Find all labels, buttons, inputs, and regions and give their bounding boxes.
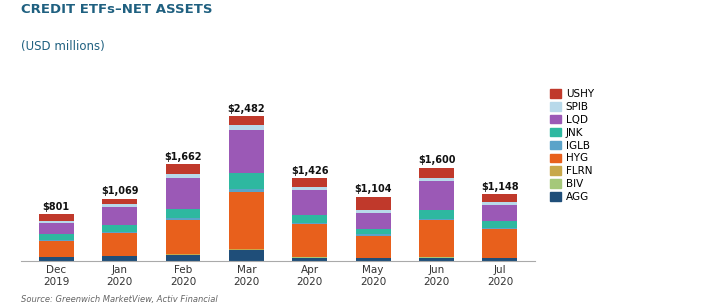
Bar — [356, 236, 391, 258]
Bar — [39, 235, 73, 240]
Bar — [419, 178, 454, 181]
Bar — [483, 194, 518, 202]
Bar — [102, 199, 137, 204]
Bar — [102, 233, 137, 256]
Bar — [483, 258, 518, 261]
Bar — [356, 258, 391, 261]
Text: $2,482: $2,482 — [227, 104, 265, 114]
Bar — [356, 210, 391, 213]
Text: CREDIT ETFs–NET ASSETS: CREDIT ETFs–NET ASSETS — [21, 3, 213, 16]
Bar — [292, 215, 327, 223]
Bar — [165, 254, 200, 255]
Text: Source: Greenwich MarketView, Activ Financial: Source: Greenwich MarketView, Activ Fina… — [21, 295, 218, 304]
Text: $1,662: $1,662 — [164, 152, 202, 162]
Text: $801: $801 — [43, 202, 70, 212]
Bar — [165, 220, 200, 254]
Bar — [292, 178, 327, 187]
Bar — [419, 220, 454, 257]
Bar — [292, 191, 327, 215]
Bar — [165, 209, 200, 218]
Bar — [292, 258, 327, 261]
Bar — [229, 192, 264, 249]
Bar — [356, 234, 391, 236]
Text: (USD millions): (USD millions) — [21, 40, 105, 53]
Bar — [356, 229, 391, 234]
Bar — [165, 218, 200, 220]
Bar — [165, 174, 200, 178]
Legend: USHY, SPIB, LQD, JNK, IGLB, HYG, FLRN, BIV, AGG: USHY, SPIB, LQD, JNK, IGLB, HYG, FLRN, B… — [550, 89, 594, 202]
Bar — [229, 116, 264, 125]
Bar — [292, 223, 327, 224]
Bar — [102, 225, 137, 231]
Bar — [229, 173, 264, 189]
Text: $1,600: $1,600 — [418, 155, 456, 165]
Bar — [419, 181, 454, 210]
Bar — [483, 229, 518, 258]
Bar — [483, 205, 518, 221]
Bar — [229, 250, 264, 251]
Text: $1,069: $1,069 — [101, 186, 138, 196]
Bar — [102, 204, 137, 207]
Bar — [229, 130, 264, 173]
Bar — [292, 224, 327, 257]
Bar — [483, 202, 518, 205]
Bar — [39, 223, 73, 235]
Bar — [356, 213, 391, 229]
Bar — [419, 258, 454, 261]
Text: $1,426: $1,426 — [291, 165, 329, 176]
Bar — [39, 221, 73, 223]
Bar — [419, 210, 454, 219]
Bar — [229, 125, 264, 130]
Bar — [39, 214, 73, 221]
Text: $1,104: $1,104 — [354, 184, 392, 194]
Bar — [419, 168, 454, 178]
Bar — [39, 258, 73, 261]
Bar — [292, 187, 327, 191]
Bar — [483, 221, 518, 228]
Bar — [229, 249, 264, 250]
Bar — [102, 231, 137, 233]
Bar — [229, 251, 264, 261]
Bar — [483, 228, 518, 229]
Bar — [39, 240, 73, 241]
Text: $1,148: $1,148 — [481, 182, 518, 192]
Bar — [165, 255, 200, 261]
Bar — [229, 189, 264, 192]
Bar — [165, 178, 200, 209]
Bar — [419, 219, 454, 220]
Bar — [102, 207, 137, 225]
Bar — [165, 164, 200, 174]
Bar — [356, 197, 391, 210]
Bar — [102, 256, 137, 261]
Bar — [39, 241, 73, 257]
